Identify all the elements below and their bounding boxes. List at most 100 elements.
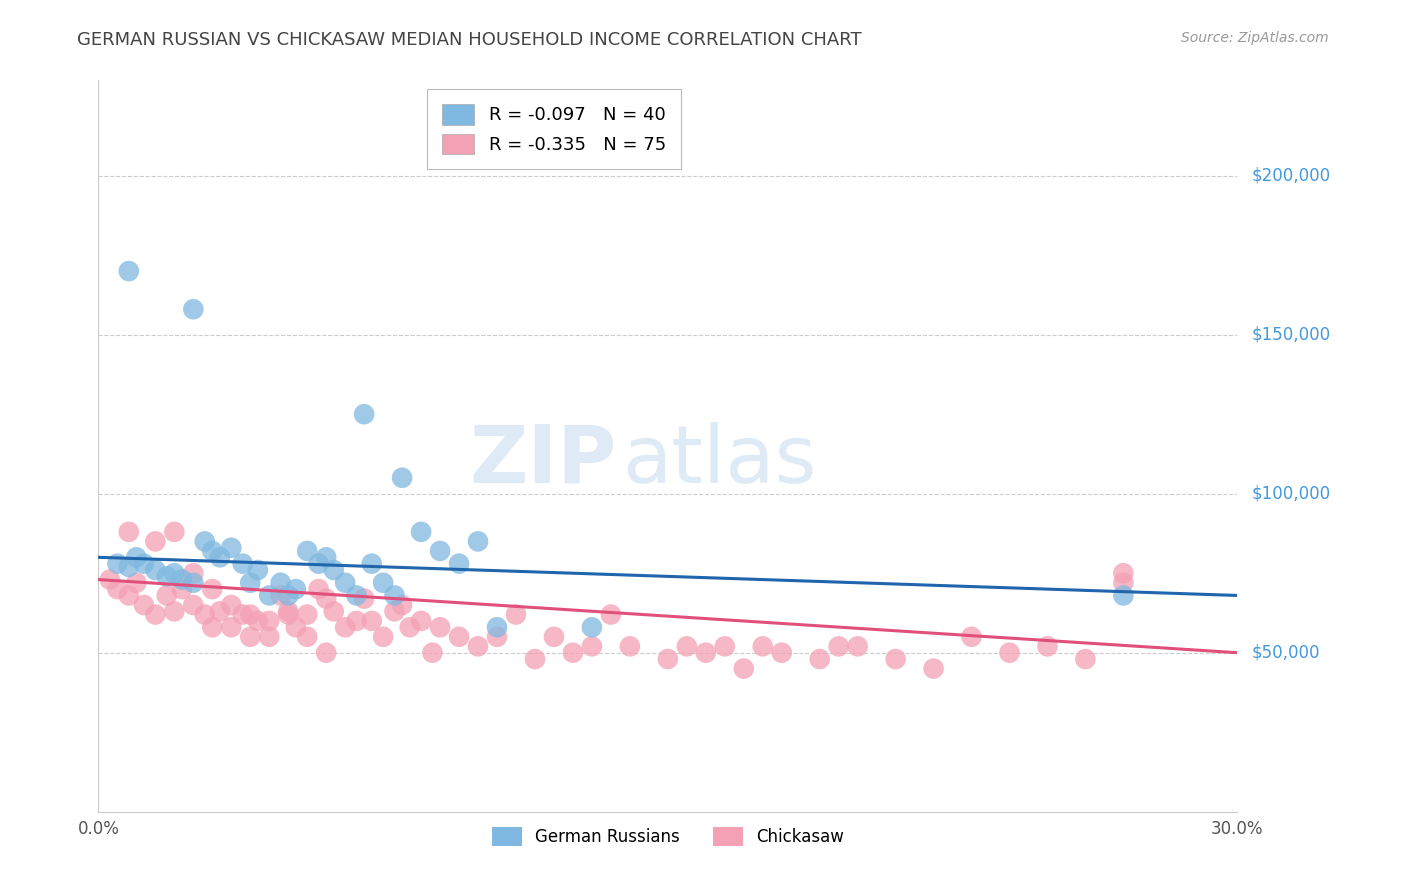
Point [960,630,983,644]
Point [194,534,217,549]
Point [132,557,155,571]
Point [429,620,451,634]
Point [297,630,319,644]
Point [733,662,755,676]
Point [277,589,299,603]
Point [232,557,254,571]
Point [1074,652,1097,666]
Point [422,646,444,660]
Point [246,563,269,577]
Point [335,620,357,634]
Point [384,604,406,618]
Point [239,630,262,644]
Point [322,563,344,577]
Point [384,589,406,603]
Point [183,575,205,590]
Point [467,640,489,654]
Point [371,630,394,644]
Point [208,604,231,618]
Point [411,524,433,539]
Point [118,589,141,603]
Point [884,652,907,666]
Point [239,575,262,590]
Point [524,652,547,666]
Point [505,607,527,622]
Point [315,591,337,606]
Point [145,534,167,549]
Point [277,604,299,618]
Point [308,557,330,571]
Text: ZIP: ZIP [470,422,617,500]
Point [221,541,243,555]
Point [752,640,775,654]
Point [619,640,641,654]
Point [391,598,413,612]
Point [270,575,292,590]
Point [828,640,851,654]
Point [346,614,368,628]
Point [239,607,262,622]
Point [398,620,420,634]
Point [360,614,382,628]
Point [657,652,679,666]
Point [270,589,292,603]
Point [1112,575,1135,590]
Point [170,573,193,587]
Point [221,620,243,634]
Point [125,575,148,590]
Point [449,557,471,571]
Point [163,524,186,539]
Point [118,559,141,574]
Point [221,598,243,612]
Point [808,652,831,666]
Point [183,302,205,317]
Point [201,544,224,558]
Point [246,614,269,628]
Text: GERMAN RUSSIAN VS CHICKASAW MEDIAN HOUSEHOLD INCOME CORRELATION CHART: GERMAN RUSSIAN VS CHICKASAW MEDIAN HOUSE… [77,31,862,49]
Text: atlas: atlas [623,422,817,500]
Point [1036,640,1059,654]
Point [297,607,319,622]
Point [183,566,205,581]
Point [486,630,509,644]
Point [360,557,382,571]
Point [998,646,1021,660]
Point [163,604,186,618]
Text: $150,000: $150,000 [1251,326,1330,343]
Point [163,566,186,581]
Point [581,640,603,654]
Point [1112,566,1135,581]
Point [208,550,231,565]
Point [277,607,299,622]
Point [695,646,717,660]
Point [562,646,585,660]
Point [145,563,167,577]
Point [259,589,281,603]
Point [132,598,155,612]
Point [581,620,603,634]
Point [353,591,375,606]
Point [922,662,945,676]
Point [308,582,330,596]
Point [297,544,319,558]
Point [118,524,141,539]
Point [322,604,344,618]
Point [145,607,167,622]
Point [486,620,509,634]
Point [98,573,121,587]
Point [259,614,281,628]
Point [107,557,129,571]
Point [284,620,307,634]
Text: $200,000: $200,000 [1251,167,1330,185]
Point [183,598,205,612]
Point [232,607,254,622]
Point [449,630,471,644]
Text: $50,000: $50,000 [1251,644,1320,662]
Point [346,589,368,603]
Point [201,582,224,596]
Point [284,582,307,596]
Point [315,550,337,565]
Point [118,264,141,278]
Point [411,614,433,628]
Point [391,471,413,485]
